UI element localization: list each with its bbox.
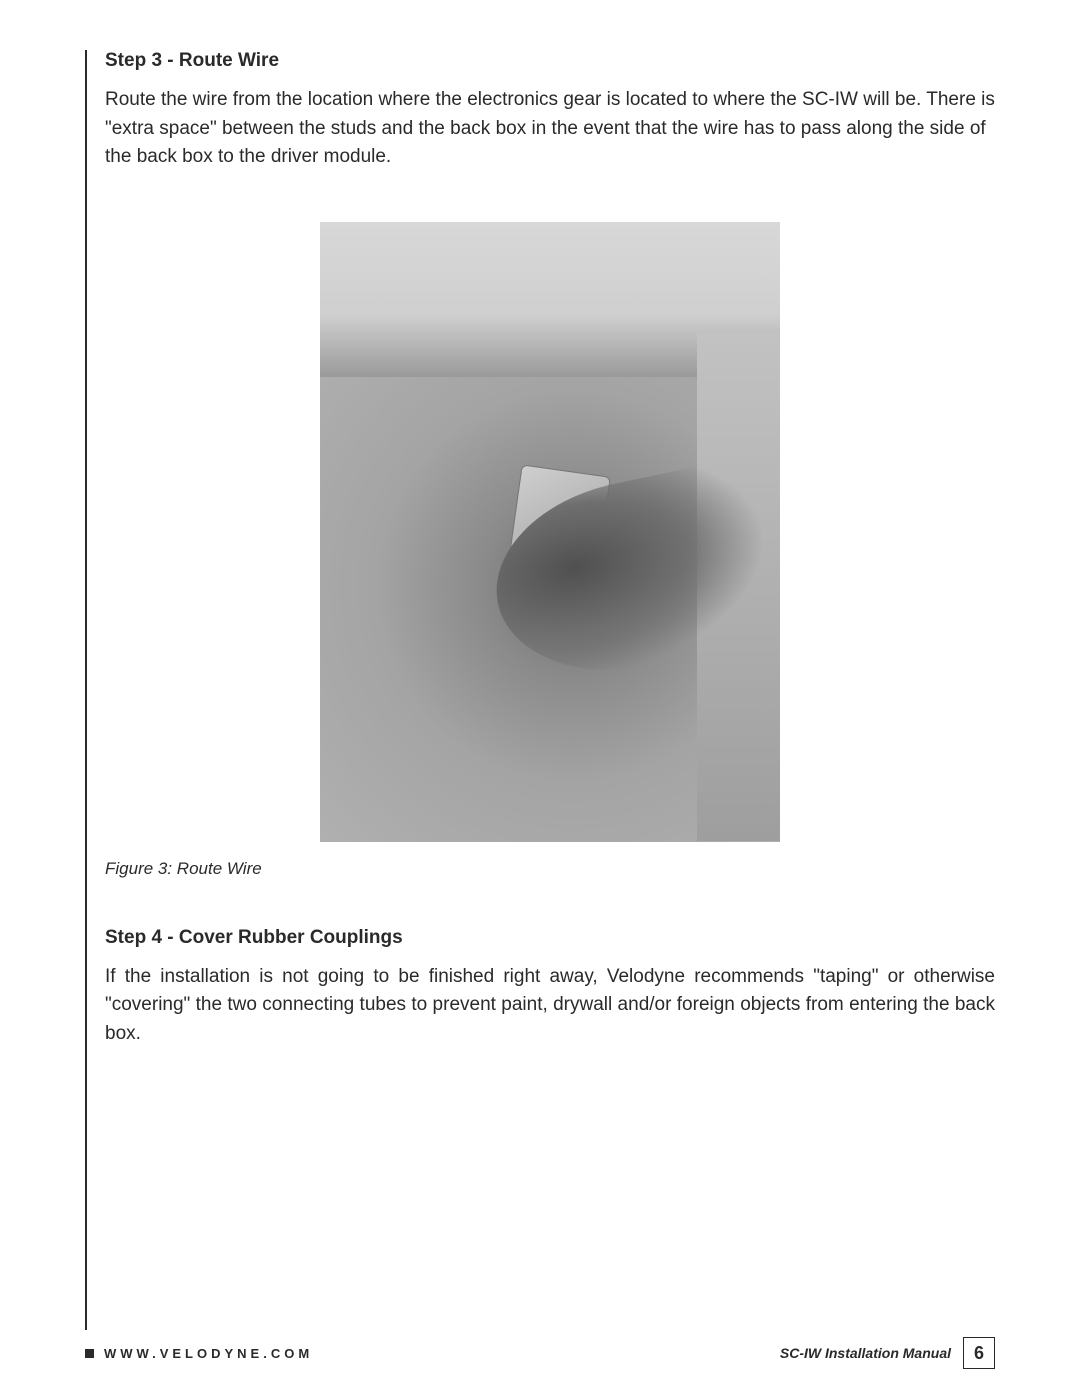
- figure3-container: [105, 222, 995, 847]
- footer-url: www.velodyne.com: [104, 1346, 313, 1361]
- footer-manual-title: SC-IW Installation Manual: [780, 1345, 951, 1361]
- footer-bullet-icon: [85, 1349, 94, 1358]
- footer-right: SC-IW Installation Manual 6: [780, 1337, 995, 1369]
- figure3-caption: Figure 3: Route Wire: [105, 859, 995, 879]
- page-footer: www.velodyne.com SC-IW Installation Manu…: [85, 1337, 995, 1369]
- step4-heading: Step 4 - Cover Rubber Couplings: [105, 927, 995, 949]
- footer-left: www.velodyne.com: [85, 1346, 313, 1361]
- step4-body: If the installation is not going to be f…: [105, 963, 995, 1049]
- step3-heading: Step 3 - Route Wire: [105, 50, 995, 72]
- page-number: 6: [963, 1337, 995, 1369]
- step3-body: Route the wire from the location where t…: [105, 86, 995, 172]
- figure3-image: [320, 222, 780, 842]
- page-content: Step 3 - Route Wire Route the wire from …: [85, 50, 995, 1330]
